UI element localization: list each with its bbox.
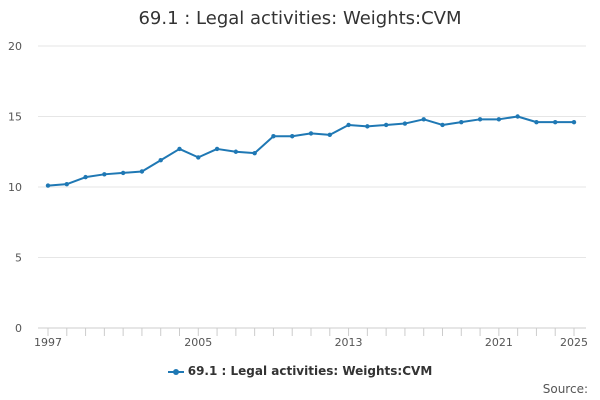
y-axis: 0 5 10 15 20 <box>8 40 22 335</box>
data-point[interactable] <box>233 149 239 154</box>
x-tick-label: 1997 <box>34 336 62 349</box>
data-point[interactable] <box>421 117 426 122</box>
legend[interactable]: 69.1 : Legal activities: Weights:CVM <box>0 364 600 378</box>
data-point[interactable] <box>196 155 201 160</box>
data-point[interactable] <box>440 122 445 128</box>
source-label: Source: <box>542 382 588 396</box>
data-point[interactable] <box>308 131 314 136</box>
data-point[interactable] <box>177 146 182 152</box>
x-tick-label: 2025 <box>560 336 588 349</box>
data-point[interactable] <box>271 134 276 139</box>
data-point[interactable] <box>383 122 389 128</box>
chart-title: 69.1 : Legal activities: Weights:CVM <box>138 8 462 29</box>
data-point[interactable] <box>327 132 332 138</box>
data-point[interactable] <box>477 117 483 122</box>
series-layer <box>45 114 577 188</box>
x-tick-label: 2013 <box>335 336 363 349</box>
data-point[interactable] <box>102 172 107 177</box>
data-point[interactable] <box>534 119 539 125</box>
y-tick-label: 0 <box>15 322 22 335</box>
x-axis: 1997 2005 2013 2021 2025 <box>34 327 588 349</box>
data-point[interactable] <box>346 122 351 128</box>
series-line[interactable] <box>47 115 574 187</box>
legend-label: 69.1 : Legal activities: Weights:CVM <box>187 364 433 378</box>
data-point[interactable] <box>459 119 464 125</box>
x-tick-label: 2021 <box>485 336 513 349</box>
y-tick-label: 10 <box>8 181 22 194</box>
x-tick-label: 2005 <box>184 336 212 349</box>
data-point[interactable] <box>214 146 220 152</box>
data-point[interactable] <box>365 124 370 129</box>
data-point[interactable] <box>139 169 145 174</box>
data-point[interactable] <box>553 119 558 125</box>
data-point[interactable] <box>252 150 257 156</box>
data-point[interactable] <box>158 158 163 163</box>
data-point[interactable] <box>120 170 126 176</box>
data-point[interactable] <box>64 181 69 187</box>
y-tick-label: 5 <box>15 252 22 265</box>
data-point[interactable] <box>402 121 408 126</box>
data-point[interactable] <box>496 117 502 122</box>
data-point[interactable] <box>290 134 295 139</box>
data-point[interactable] <box>45 183 51 188</box>
data-point[interactable] <box>515 114 520 119</box>
data-point[interactable] <box>83 174 88 180</box>
legend-line-marker-icon <box>167 367 184 377</box>
data-point[interactable] <box>571 119 577 125</box>
y-tick-label: 15 <box>8 111 22 124</box>
grid-lines <box>38 45 586 258</box>
y-tick-label: 20 <box>8 40 22 53</box>
